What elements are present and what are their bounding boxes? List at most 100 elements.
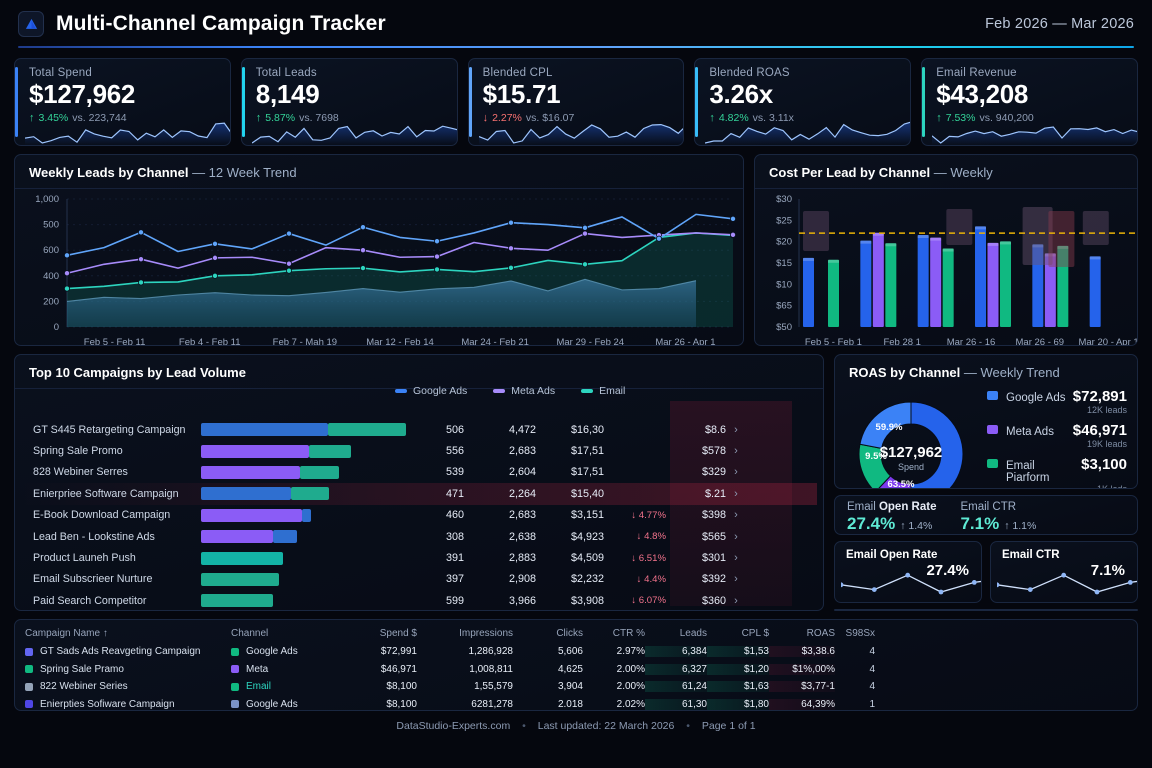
kpi-label: Blended ROAS [709, 67, 790, 79]
chevron-right-icon[interactable]: › [734, 530, 738, 543]
email-open-rate-label: Email Open Rate [847, 501, 936, 513]
top10-legend-item-2[interactable]: Email [581, 385, 625, 397]
right-column: ROAS by Channel — Weekly Trend 59.9% 9.5%… [834, 354, 1138, 611]
delta-pct: ↓ 4.8% [636, 531, 666, 543]
kpi-card-1[interactable]: Total Spend $127,962 ↑ 3.45% vs. 223,744 [14, 58, 231, 146]
cpl-value: $2,232 [570, 573, 604, 586]
donut-legend-entry-0[interactable]: Google Ads $72,891 12K leads [987, 388, 1127, 415]
top10-panel: Top 10 Campaigns by Lead Volume Google A… [14, 354, 824, 611]
kpi-value: 8,149 [255, 79, 320, 109]
chevron-right-icon[interactable]: › [734, 423, 738, 436]
open-rate-prefix: Email [847, 501, 879, 514]
th-roas[interactable]: ROAS [806, 628, 835, 639]
bar-track [201, 530, 406, 544]
top10-legend: Google Ads Meta Ads Email [395, 385, 625, 397]
th-clicks[interactable]: Clicks [556, 628, 583, 639]
kpi-card-2[interactable]: Total Leads 8,149 ↑ 5.87% vs. 7698 [240, 58, 458, 146]
th-ctr[interactable]: CTR % [612, 628, 645, 639]
bar-track [201, 423, 406, 437]
cell-ctr: 2.97% [616, 646, 645, 658]
table-row[interactable]: Lead Ben - Lookstine Ads 308 2,638 $4,923 ↓ … [21, 526, 817, 547]
chevron-right-icon[interactable]: › [734, 466, 738, 479]
campaign-name: GT S445 Retargeting Campaign [33, 423, 186, 436]
kpi-card-4[interactable]: Blended ROAS 3.26x ↑ 4.82% vs. 3.11x [694, 58, 912, 146]
table-row[interactable]: E-Book Download Campaign 460 2,683 $3,151 ↓ … [21, 505, 817, 526]
top10-legend-item-0[interactable]: Google Ads [395, 385, 467, 397]
svg-text:200: 200 [43, 296, 59, 307]
roas-value: $301 [701, 552, 726, 565]
legend-label: Email Piarform [1005, 460, 1050, 484]
kpi-accent-bar [695, 67, 699, 137]
svg-text:$50: $50 [776, 322, 792, 333]
cpl-chart[interactable]: $30 $25 $20 $15 $10 $65 $50 Feb 5 - Feb 1 Feb 28… [755, 191, 1138, 346]
donut-legend-entry-1[interactable]: Meta Ads $46,971 19K leads [987, 422, 1127, 449]
table-row[interactable]: GT S445 Retargeting Campaign 506 4,472 $16,… [21, 419, 817, 440]
svg-text:Mar 20 - Apr 1: Mar 20 - Apr 1 [1078, 337, 1138, 346]
donut-legend-entry-2[interactable]: Email Piarform $3,100 1K leds [987, 456, 1127, 488]
footer-site[interactable]: DataStudio-Experts.com [396, 720, 511, 732]
cell-extra: 4 [869, 663, 875, 675]
kpi-value: $15.71 [482, 79, 561, 109]
th-campaign-name[interactable]: Campaign Name ↑ [25, 628, 108, 639]
weekly-leads-chart[interactable]: 1,000 500 600 400 200 0 Feb 5 - Feb 11 Feb 4 - … [15, 191, 743, 346]
kpi-card-3[interactable]: Blended CPL $15.71 ↓ 2.27% vs. $16.07 [467, 58, 685, 146]
table-row[interactable]: Spring Sale Promo 556 2,683 $17,51 $578 › [21, 440, 817, 461]
th-impressions[interactable]: Impressions [459, 628, 513, 639]
footer-updated: Last updated: 22 March 2026 [537, 720, 675, 732]
bar-segment [309, 444, 351, 458]
cpl-value: $16,30 [570, 423, 604, 436]
table-row[interactable]: Spring Sale Pramo Meta $46,971 1,008,811 4,6… [25, 661, 1127, 679]
roas-value: $392 [701, 573, 726, 586]
chevron-right-icon[interactable]: › [734, 552, 738, 565]
table-row[interactable]: GT Sads Ads Reavgeting Campaign Google Ad… [25, 643, 1127, 661]
th-channel[interactable]: Channel [231, 628, 269, 639]
th-spend[interactable]: Spend $ [379, 628, 417, 639]
email-ctr-block: Email CTR 7.1% ↑ 1.1% [960, 501, 1036, 533]
table-row[interactable]: Enierpriee Software Campaign 471 2,264 $15,… [21, 483, 817, 505]
table-row[interactable]: 828 Webiner Serres 539 2,604 $17,51 $329 › [21, 462, 817, 483]
table-row[interactable]: Enierpties Sofiware Campaign Google Ads $8… [25, 696, 1127, 711]
date-range[interactable]: Feb 2026 — Mar 2026 [985, 16, 1134, 32]
kpi-card-5[interactable]: Email Revenue $43,208 ↑ 7.53% vs. 940,200 [921, 58, 1138, 146]
legend-subvalue: 19K leads [1086, 439, 1127, 449]
weekly-leads-title: Weekly Leads by Channel — 12 Week Trend [15, 155, 743, 188]
th-cpl[interactable]: CPL $ [741, 628, 769, 639]
delta-pct: ↓ 6.51% [631, 552, 666, 564]
legend-swatch [987, 459, 998, 468]
table-row[interactable]: 822 Webiner Series Email $8,100 1,55,579 3,9… [25, 678, 1127, 696]
th-leads[interactable]: Leads [679, 628, 707, 639]
cell-ctr: 2.00% [616, 681, 645, 693]
svg-text:9.5%: 9.5% [865, 451, 887, 462]
table-row[interactable]: Paid Search Competitor 599 3,966 $3,908 ↓ 6.… [21, 590, 817, 610]
table-row[interactable]: Email Subscrieer Nurture 397 2,908 $2,232 ↓ … [21, 569, 817, 590]
chevron-right-icon[interactable]: › [734, 445, 738, 458]
weekly-leads-panel: Weekly Leads by Channel — 12 Week Trend … [14, 154, 744, 346]
th-extra[interactable]: S98Sx [845, 628, 875, 639]
mini-card-1[interactable]: Email Open Rate 27.4% [834, 540, 982, 603]
svg-text:Feb 5 - Feb 11: Feb 5 - Feb 11 [84, 337, 146, 346]
divider [15, 388, 823, 389]
chevron-right-icon[interactable]: › [734, 573, 738, 586]
top10-legend-item-1[interactable]: Meta Ads [493, 385, 555, 397]
cell-ctr: 2.02% [616, 698, 645, 710]
kpi-delta-value: 3.45% [38, 111, 69, 124]
cpl-title-main: Cost Per Lead by Channel [769, 165, 931, 180]
svg-text:400: 400 [43, 271, 59, 282]
svg-text:Feb 5 - Feb 1: Feb 5 - Feb 1 [805, 337, 862, 346]
bar-segment [201, 465, 301, 479]
chevron-right-icon[interactable]: › [734, 594, 738, 607]
svg-text:0: 0 [54, 322, 59, 333]
roas-value: $.21 [704, 487, 726, 500]
chevron-right-icon[interactable]: › [734, 509, 738, 522]
mini-card-2[interactable]: Email CTR 7.1% [990, 540, 1138, 603]
cell-cpl: $1,63 [707, 681, 769, 693]
kpi-delta: ↑ 4.82% vs. 3.11x [709, 112, 900, 124]
cell-roas: $3,77-1 [769, 681, 835, 693]
chevron-right-icon[interactable]: › [734, 487, 738, 500]
kpi-delta: ↓ 2.27% vs. $16.07 [483, 112, 674, 124]
kpi-compare: vs. 7698 [299, 111, 339, 124]
table-row[interactable]: Product Launeh Push 391 2,883 $4,509 ↓ 6.51%… [21, 547, 817, 568]
kpi-compare: vs. 3.11x [752, 111, 794, 124]
